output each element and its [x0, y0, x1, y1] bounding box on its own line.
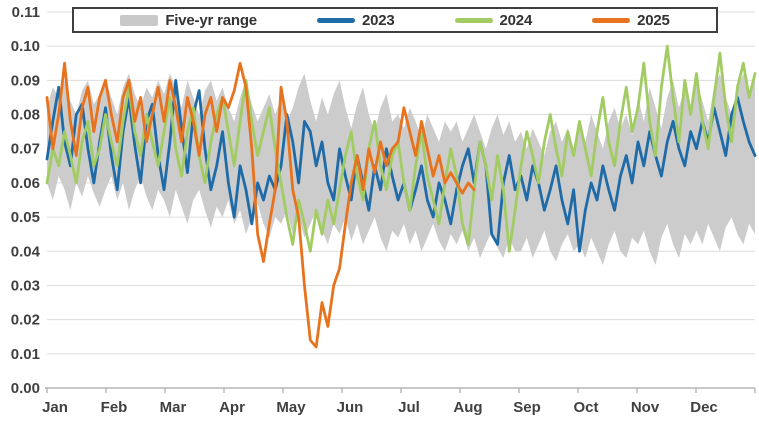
legend-swatch-2024	[454, 17, 493, 23]
x-tick-label-Jul: Jul	[398, 399, 420, 416]
x-tick-label-Mar: Mar	[160, 399, 187, 416]
legend-label-five-yr-range: Five-yr range	[165, 11, 257, 29]
y-tick-label-0.01: 0.01	[11, 346, 40, 363]
legend-item-five-yr-range: Five-yr range	[120, 12, 257, 29]
y-tick-label-0.02: 0.02	[11, 312, 40, 329]
y-tick-label-0.09: 0.09	[11, 72, 40, 89]
x-tick-label-Apr: Apr	[219, 399, 245, 416]
series-line-2024	[45, 44, 757, 253]
x-tick-label-May: May	[276, 399, 306, 416]
legend-item-2025: 2025	[592, 12, 670, 29]
y-tick-label-0.00: 0.00	[11, 380, 40, 397]
y-tick-label-0.03: 0.03	[11, 277, 40, 294]
y-tick-label-0.06: 0.06	[11, 175, 40, 192]
legend-label-2023: 2023	[361, 11, 395, 29]
y-tick-label-0.07: 0.07	[11, 141, 40, 158]
x-tick-label-Nov: Nov	[631, 399, 660, 416]
y-tick-label-0.10: 0.10	[11, 38, 40, 55]
series-line-2025	[45, 61, 476, 349]
y-tick-label-0.04: 0.04	[11, 243, 41, 260]
y-tick-label-0.08: 0.08	[11, 107, 40, 124]
legend-label-2025: 2025	[637, 11, 670, 29]
legend-swatch-2025	[592, 17, 631, 23]
series-line-2023	[45, 78, 757, 253]
x-tick-label-Feb: Feb	[101, 399, 128, 416]
legend-item-2023: 2023	[316, 11, 395, 29]
x-tick-label-Oct: Oct	[573, 399, 598, 416]
legend-item-2024: 2024	[454, 11, 533, 29]
x-tick-label-Aug: Aug	[453, 399, 482, 416]
x-tick-label-Dec: Dec	[690, 399, 718, 416]
legend: Five-yr range 2023 2024 2025	[72, 7, 718, 33]
y-tick-label-0.11: 0.11	[12, 4, 40, 21]
five-yr-range-swatch	[120, 14, 159, 26]
y-tick-label-0.05: 0.05	[11, 209, 40, 226]
x-tick-label-Jun: Jun	[337, 399, 364, 416]
x-tick-label-Sep: Sep	[513, 399, 541, 416]
legend-label-2024: 2024	[499, 11, 533, 29]
x-tick-label-Jan: Jan	[42, 399, 68, 416]
legend-swatch-2023	[316, 17, 355, 23]
